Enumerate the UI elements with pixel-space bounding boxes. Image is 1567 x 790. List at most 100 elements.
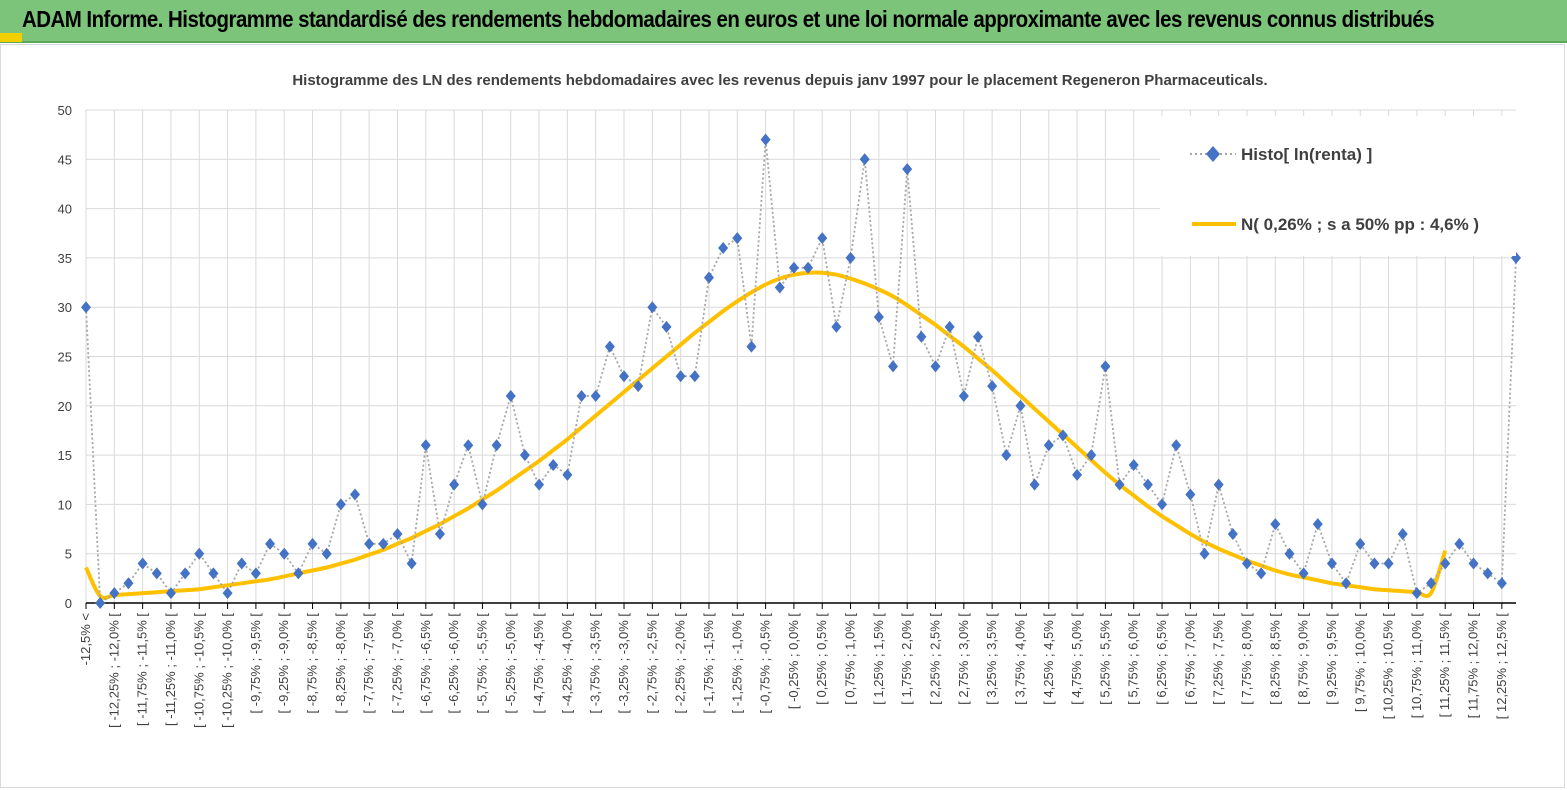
histogram-point: [95, 597, 106, 609]
histogram-point: [1256, 567, 1267, 580]
histogram-point: [250, 567, 261, 580]
histogram-point: [703, 271, 714, 284]
histogram-point: [1270, 518, 1281, 531]
histogram-point: [180, 567, 191, 580]
histogram-point: [1341, 577, 1352, 590]
histogram-point: [123, 577, 134, 590]
histogram-point: [1411, 587, 1422, 600]
histogram-point: [392, 527, 403, 540]
y-tick-label: 30: [58, 300, 72, 315]
x-tick-label: [ -11,25% ; -11,0% [: [163, 613, 178, 726]
normal-curve-line: [84, 270, 1448, 600]
histogram-point: [1369, 557, 1380, 570]
x-tick-label: [ 9,25% ; 9,5% [: [1324, 613, 1339, 705]
histogram-point: [817, 232, 828, 245]
x-tick-label: [ -0,25% ; 0,0% [: [786, 613, 801, 709]
x-tick-label: [ 0,25% ; 0,5% [: [814, 613, 829, 705]
x-tick-label: [ 1,75% ; 2,0% [: [899, 613, 914, 705]
histogram-series: [81, 133, 1521, 609]
x-tick-label: [ 11,25% ; 11,5% [: [1437, 613, 1452, 718]
histogram-point: [845, 251, 856, 264]
histogram-point: [519, 449, 530, 462]
histogram-point: [1227, 527, 1238, 540]
histogram-point: [803, 261, 814, 274]
x-tick-label: [ -6,25% ; -6,0% [: [446, 613, 461, 714]
x-tick-label: [ -9,75% ; -9,5% [: [248, 613, 263, 714]
histogram-point: [1043, 439, 1054, 452]
histogram-point: [661, 320, 672, 333]
histogram-point: [1128, 458, 1139, 471]
report-title: ADAM Informe. Histogramme standardisé de…: [22, 6, 1435, 32]
histogram-point: [1057, 429, 1068, 442]
x-tick-label: [ 6,75% ; 7,0% [: [1182, 613, 1197, 705]
histogram-point: [137, 557, 148, 570]
histogram-point: [888, 360, 899, 373]
x-tick-label: [ -3,75% ; -3,5% [: [588, 613, 603, 714]
histogram-point: [364, 537, 375, 550]
histogram-point: [1185, 488, 1196, 501]
histogram-point: [1482, 567, 1493, 580]
histogram-point: [1496, 577, 1507, 590]
y-tick-label: 15: [58, 448, 72, 463]
x-tick-label: [ -2,75% ; -2,5% [: [644, 613, 659, 714]
y-tick-label: 45: [58, 152, 72, 167]
x-tick-label: [ -0,75% ; -0,5% [: [758, 613, 773, 714]
x-tick-label: [ -6,75% ; -6,5% [: [418, 613, 433, 714]
histogram-point: [1029, 478, 1040, 491]
histogram-point: [109, 587, 120, 600]
histogram-point: [279, 547, 290, 560]
histogram-point: [1326, 557, 1337, 570]
x-tick-label: [ -12,25% ; -12,0% [: [106, 613, 121, 728]
y-tick-label: 10: [58, 497, 72, 512]
histogram-point: [590, 389, 601, 402]
histogram-point: [165, 587, 176, 600]
histogram-point: [1213, 478, 1224, 491]
x-tick-label: [ -1,75% ; -1,5% [: [701, 613, 716, 714]
y-tick-label: 35: [58, 251, 72, 266]
legend: Histo[ ln(renta) ] N( 0,26% ; s a 50% pp…: [1190, 145, 1479, 234]
histogram-point: [788, 261, 799, 274]
x-tick-label: [ -7,25% ; -7,0% [: [389, 613, 404, 714]
histogram-point: [335, 498, 346, 511]
x-tick-label: [ -11,75% ; -11,5% [: [135, 613, 150, 726]
histogram-point: [1454, 537, 1465, 550]
histogram-point: [746, 340, 757, 353]
histogram-point: [562, 468, 573, 481]
y-tick-label: 40: [58, 202, 72, 217]
histogram-point: [633, 380, 644, 393]
x-tick-label: [ 2,75% ; 3,0% [: [956, 613, 971, 705]
x-tick-label: [ 9,75% ; 10,0% [: [1352, 613, 1367, 712]
histogram-point: [477, 498, 488, 511]
normal-curve-series: [84, 270, 1448, 600]
histogram-point: [81, 301, 91, 314]
histogram-point: [534, 478, 545, 491]
histogram-point: [1298, 567, 1309, 580]
histogram-point: [449, 478, 460, 491]
x-tick-label: [ -4,25% ; -4,0% [: [559, 613, 574, 714]
x-tick-label: [ -10,75% ; -10,5% [: [191, 613, 206, 728]
x-tick-label: [ -5,25% ; -5,0% [: [503, 613, 518, 714]
x-tick-label: [ 5,75% ; 6,0% [: [1126, 613, 1141, 705]
histogram-point: [647, 301, 658, 314]
x-tick-label: [ 5,25% ; 5,5% [: [1097, 613, 1112, 705]
histogram-point: [350, 488, 361, 501]
x-axis-ticks: -12,5% < [ -12,25% ; -12,0% [[ -11,75% ; …: [78, 603, 1509, 728]
histogram-point: [576, 389, 587, 402]
histogram-point: [293, 567, 304, 580]
x-tick-label: [ -10,25% ; -10,0% [: [220, 613, 235, 728]
histogram-point: [321, 547, 332, 560]
histogram-point: [434, 527, 445, 540]
histogram-point: [194, 547, 205, 560]
legend-normal-label: N( 0,26% ; s a 50% pp : 4,6% ): [1241, 215, 1479, 234]
x-tick-label: [ 1,25% ; 1,5% [: [871, 613, 886, 705]
y-tick-label: 5: [65, 547, 72, 562]
histogram-point: [1284, 547, 1295, 560]
chart-title: Histogramme des LN des rendements hebdom…: [292, 72, 1267, 89]
histogram-point: [420, 439, 431, 452]
histogram-point: [930, 360, 941, 373]
x-tick-label: [ -9,25% ; -9,0% [: [276, 613, 291, 714]
histogram-point: [222, 587, 233, 600]
histogram-point: [987, 380, 998, 393]
histogram-point: [1114, 478, 1125, 491]
chart-frame: [0, 44, 1565, 788]
